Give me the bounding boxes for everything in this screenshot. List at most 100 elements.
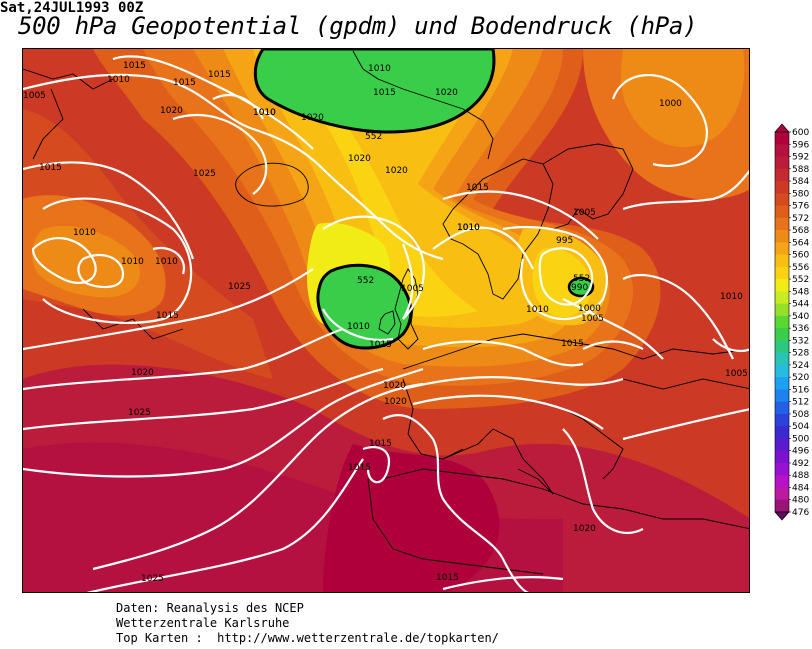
isobar-label: 1015 <box>561 339 584 349</box>
legend-level-label: 528 <box>792 349 809 359</box>
legend-swatch <box>775 315 789 329</box>
isobar-label: 1020 <box>435 88 458 98</box>
isobar-label: 1010 <box>155 257 178 267</box>
isobar-label: 1015 <box>208 70 231 80</box>
isobar-label: 1020 <box>348 154 371 164</box>
legend-level-label: 544 <box>792 300 809 310</box>
legend-level-label: 584 <box>792 177 809 187</box>
legend-level-label: 496 <box>792 447 809 457</box>
legend-level-label: 552 <box>792 275 809 285</box>
legend-level-label: 524 <box>792 361 809 371</box>
isobar-label: 1015 <box>156 311 179 321</box>
isobar-label: 1015 <box>39 163 62 173</box>
isobar-label: 1010 <box>368 64 391 74</box>
isobar-label: 1010 <box>107 75 130 85</box>
legend-canvas: 600 596 592 588 584 580 576 572 568 564 560 556 552 5… <box>774 123 809 521</box>
legend-swatch <box>775 487 789 501</box>
legend-swatch <box>775 132 789 145</box>
legend-bottom-arrow <box>774 511 790 521</box>
isobar-label: 1005 <box>581 314 604 324</box>
isobar-label: 1010 <box>253 108 276 118</box>
isobar-label: 1020 <box>573 524 596 534</box>
isobar-label: 1010 <box>526 305 549 315</box>
legend-swatch <box>775 266 789 280</box>
legend-swatch <box>775 340 789 354</box>
legend-level-label: 572 <box>792 214 809 224</box>
isobar-label: 1025 <box>141 574 164 584</box>
legend-swatch <box>775 413 789 427</box>
isobar-label: 1020 <box>131 368 154 378</box>
legend-level-label: 548 <box>792 287 809 297</box>
legend-level-label: 568 <box>792 226 809 236</box>
legend-swatch <box>775 438 789 452</box>
legend-level-label: 600 <box>792 128 809 138</box>
legend-swatch <box>775 217 789 231</box>
isobar-label: 1020 <box>383 381 406 391</box>
footer-line-url: Top Karten : http://www.wetterzentrale.d… <box>116 631 499 645</box>
legend-level-label: 588 <box>792 165 809 175</box>
legend-swatch <box>775 475 789 488</box>
legend-swatch <box>775 364 789 378</box>
isobar-label: 1015 <box>436 573 459 583</box>
footer-line-publisher: Wetterzentrale Karlsruhe <box>116 616 290 630</box>
isobar-label: 1025 <box>193 169 216 179</box>
map-canvas: 552 552 552 <box>23 49 749 592</box>
legend-swatch <box>775 328 789 341</box>
legend-level-label: 480 <box>792 496 809 506</box>
isobar-label: 1010 <box>73 228 96 238</box>
isobar-label: 1015 <box>466 183 489 193</box>
legend-swatch <box>775 242 789 256</box>
isobar-label: 1005 <box>573 208 596 218</box>
legend-swatch <box>775 303 789 317</box>
colour-scale-legend: 600 596 592 588 584 580 576 572 568 564 560 556 552 5… <box>773 122 812 522</box>
legend-level-label: 596 <box>792 140 809 150</box>
legend-swatch <box>775 291 789 305</box>
legend-swatch <box>775 168 789 182</box>
isobar-label: 995 <box>556 236 573 246</box>
legend-level-label: 580 <box>792 189 809 199</box>
legend-swatch <box>775 205 789 219</box>
isobar-label: 1025 <box>228 282 251 292</box>
isobar-label: 1015 <box>123 61 146 71</box>
isobar-label: 1005 <box>23 91 46 101</box>
isobar-label: 1020 <box>301 113 324 123</box>
isobar-label: 1025 <box>128 408 151 418</box>
legend-level-label: 492 <box>792 459 809 469</box>
isobar-label: 1000 <box>578 304 601 314</box>
map-date: Sat,24JUL1993 00Z <box>0 0 144 16</box>
legend-swatch <box>775 156 789 170</box>
legend-level-label: 500 <box>792 434 809 444</box>
legend-level-label: 556 <box>792 263 809 273</box>
isobar-label: 1020 <box>384 397 407 407</box>
legend-level-label: 564 <box>792 238 809 248</box>
legend-level-label: 540 <box>792 312 809 322</box>
coastlines <box>23 50 749 575</box>
geopotential-label: 552 <box>357 276 374 286</box>
isobar-label: 1015 <box>369 439 392 449</box>
isobars <box>23 55 749 592</box>
legend-swatch <box>775 254 789 268</box>
legend-swatch <box>775 450 789 464</box>
legend-swatch <box>775 462 789 476</box>
low-north: 552 <box>253 49 496 142</box>
pressure-labels: 1005 1010 1015 1015 1020 1010 1015 1010 … <box>23 61 748 584</box>
isobar-label: 1010 <box>457 223 480 233</box>
isobar-label: 1010 <box>720 292 743 302</box>
isobar-label: 990 <box>571 283 588 293</box>
legend-level-label: 508 <box>792 410 809 420</box>
isobar-label: 1010 <box>253 108 276 118</box>
legend-level-label: 516 <box>792 385 809 395</box>
isobar-label: 1010 <box>121 257 144 267</box>
legend-level-label: 576 <box>792 202 809 212</box>
legend-level-label: 484 <box>792 483 809 493</box>
geopotential-fill <box>23 49 749 592</box>
legend-swatch <box>775 426 789 439</box>
isobar-label: 1005 <box>401 284 424 294</box>
legend-level-label: 560 <box>792 251 809 261</box>
legend-frame <box>774 131 790 513</box>
legend-swatch <box>775 144 789 158</box>
map-title: 500 hPa Geopotential (gpdm) und Bodendru… <box>18 12 698 40</box>
geopotential-label: 552 <box>365 132 382 142</box>
weather-map: 552 552 552 <box>22 48 750 593</box>
legend-level-label: 476 <box>792 508 809 518</box>
